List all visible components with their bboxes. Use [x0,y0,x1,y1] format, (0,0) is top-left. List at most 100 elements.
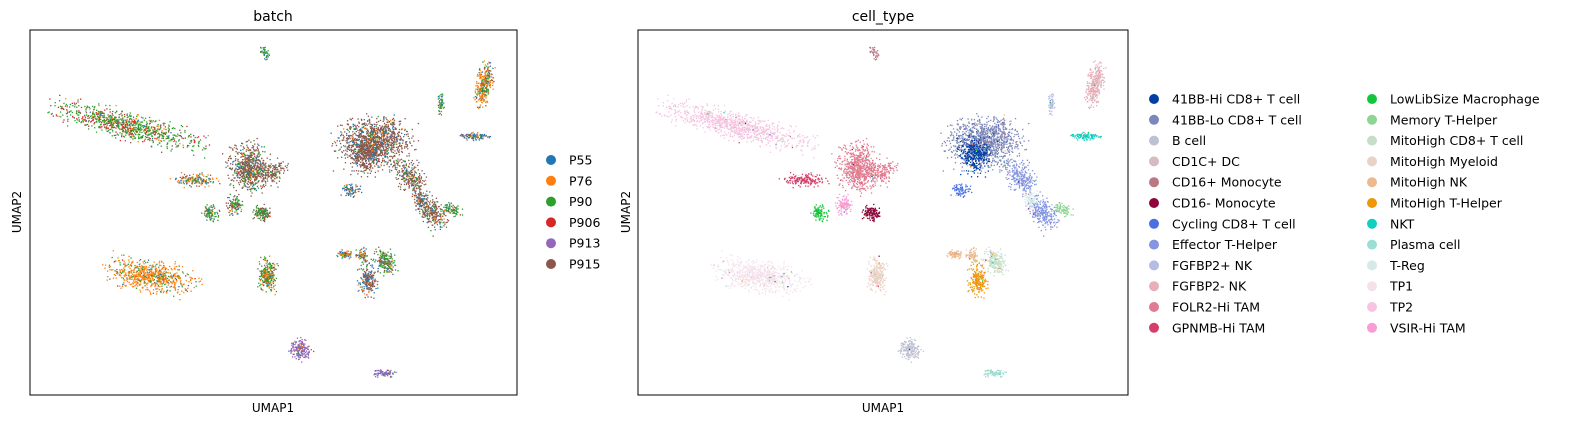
batch-point [144,275,147,278]
batch-point [162,291,165,294]
batch-point [386,153,388,156]
batch-point [264,259,266,261]
batch-point [239,177,241,179]
batch-point [180,135,182,138]
batch-point [265,184,267,186]
batch-point [137,128,139,130]
batch-point [138,276,140,278]
batch-point [366,158,368,160]
batch-point [245,174,247,176]
batch-point [236,172,238,175]
batch-point [151,283,153,285]
batch-point [154,282,156,284]
batch-point [365,169,367,171]
batch-point [374,123,376,126]
batch-point [341,254,343,256]
batch-point [262,167,265,169]
batch-point [177,181,179,183]
batch-point [362,148,364,150]
batch-point [149,277,151,279]
batch-point [258,155,260,157]
batch-point [125,134,127,136]
batch-point [137,141,139,143]
batch-point [143,260,146,262]
batch-point [335,144,338,147]
batch-point [146,136,148,139]
batch-point [192,150,194,152]
batch-point [359,128,362,130]
batch-point [99,125,101,128]
batch-point [138,128,140,130]
batch-point [121,128,123,130]
batch-point [355,139,357,141]
batch-point [365,155,367,157]
batch-point [246,176,249,178]
batch-point [349,155,351,157]
batch-point [177,274,180,277]
batch-point [250,174,252,176]
batch-point [258,153,260,155]
batch-point [209,181,211,183]
batch-point [349,118,351,120]
batch-point [257,210,259,212]
batch-point [150,127,153,129]
batch-point [361,158,363,160]
batch-point [367,143,370,145]
batch-point [270,185,272,187]
batch-point [401,148,403,150]
batch-point [361,124,363,126]
batch-point [254,167,256,169]
batch-point [378,140,380,142]
batch-point [245,150,247,152]
batch-point [301,355,303,357]
batch-point [370,123,372,125]
batch-point [189,184,191,187]
batch-point [365,147,367,150]
batch-point [392,127,394,129]
batch-point [242,161,245,164]
batch-point [182,146,185,149]
batch-point [181,290,183,292]
batch-point [343,139,345,141]
batch-point [258,175,260,178]
batch-point [263,280,265,283]
batch-point [252,147,254,149]
batch-point [88,119,90,122]
batch-point [143,281,146,283]
batch-point [268,168,270,170]
batch-point [379,137,381,139]
batch-point [205,213,208,215]
batch-point [368,139,370,141]
batch-point [242,171,244,173]
batch-point [167,272,169,274]
batch-point [360,176,363,178]
batch-point [231,207,233,209]
batch-point [174,285,176,287]
batch-point [156,263,158,265]
batch-point [363,172,365,174]
batch-point [252,183,254,185]
batch-point [247,171,249,174]
batch-point [304,356,306,359]
batch-point [357,118,359,120]
batch-point [369,166,372,168]
batch-point [341,156,343,158]
batch-point [400,145,402,147]
batch-point [131,135,133,137]
batch-point [185,176,187,178]
batch-point [180,284,182,286]
batch-point [67,111,69,113]
batch-point [356,146,359,148]
batch-point [231,210,233,212]
batch-point [233,207,236,210]
batch-point [401,128,403,131]
batch-point [146,123,148,125]
batch-point [113,261,115,263]
batch-point [274,175,276,177]
batch-point [394,143,396,145]
batch-point [98,126,100,128]
batch-point [145,278,147,280]
batch-point [150,273,152,276]
batch-point [394,141,396,143]
batch-point [123,281,125,284]
